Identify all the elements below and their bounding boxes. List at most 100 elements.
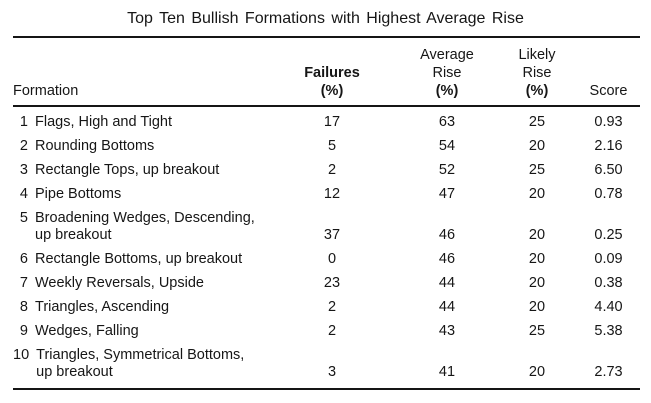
score-cell: 0.78 [594,185,623,202]
average-rise-header-line1: Average [420,47,474,63]
formation-cell: 4 Pipe Bottoms [13,186,267,203]
table-row: 3 Rectangle Tops, up breakout 2 52 25 6.… [13,158,640,182]
formation-cell: 9 Wedges, Falling [13,323,267,340]
table-row: 4 Pipe Bottoms 12 47 20 0.78 [13,182,640,206]
likely-rise-cell: 20 [528,185,546,202]
page-title: Top Ten Bullish Formations with Highest … [127,10,524,27]
table-row: 2 Rounding Bottoms 5 54 20 2.16 [13,134,640,158]
score-cell: 0.09 [594,250,623,267]
table-row: 8 Triangles, Ascending 2 44 20 4.40 [13,295,640,319]
likely-rise-cell: 20 [528,298,546,315]
formation-name: Triangles, Symmetrical Bottoms, up break… [36,347,244,381]
formation-name: Rectangle Bottoms, up breakout [35,251,242,268]
title-rule [13,36,640,38]
score-cell: 0.38 [594,274,623,291]
formation-cell: 8 Triangles, Ascending [13,299,267,316]
row-number: 6 [19,250,28,267]
failures-cell: 23 [323,274,341,291]
formation-name-line1: Flags, High and Tight [35,113,173,130]
failures-cell: 2 [327,322,337,339]
formation-name: Rounding Bottoms [35,138,154,155]
average-rise-cell: 46 [438,226,456,243]
bottom-rule [13,388,640,390]
failures-cell: 12 [323,185,341,202]
row-number: 5 [19,209,28,226]
formation-name: Triangles, Ascending [35,299,169,316]
row-number: 3 [19,161,28,178]
formation-name: Weekly Reversals, Upside [35,275,204,292]
likely-rise-cell: 20 [528,137,546,154]
likely-rise-cell: 20 [528,274,546,291]
table-row: 6 Rectangle Bottoms, up breakout 0 46 20… [13,247,640,271]
score-cell: 6.50 [594,161,623,178]
formation-name-line2: up breakout [35,226,112,243]
row-number: 10 [13,346,30,363]
likely-rise-header-line2: Rise [522,65,552,81]
formation-name-line1: Pipe Bottoms [35,185,122,202]
failures-cell: 3 [327,363,337,380]
score-cell: 5.38 [594,322,623,339]
score-cell: 0.25 [594,226,623,243]
average-rise-header-line2: Rise [432,65,462,81]
failures-header-line2: (%) [320,83,344,99]
table-row: 1 Flags, High and Tight 17 63 25 0.93 [13,110,640,134]
column-header-average-rise: Average Rise (%) [397,46,497,100]
likely-rise-cell: 20 [528,226,546,243]
table-row: 5 Broadening Wedges, Descending, up brea… [13,206,640,247]
failures-cell: 37 [323,226,341,243]
table-row: 10 Triangles, Symmetrical Bottoms, up br… [13,343,640,384]
formation-name-line1: Rounding Bottoms [35,137,155,154]
column-header-likely-rise: Likely Rise (%) [497,46,577,100]
row-number: 2 [19,137,28,154]
failures-cell: 2 [327,161,337,178]
failures-cell: 0 [327,250,337,267]
formation-name-line1: Rectangle Tops, up breakout [35,161,220,178]
failures-cell: 17 [323,113,341,130]
table-row: 9 Wedges, Falling 2 43 25 5.38 [13,319,640,343]
failures-cell: 2 [327,298,337,315]
formation-name-line1: Triangles, Symmetrical Bottoms, [36,346,245,363]
formation-name: Rectangle Tops, up breakout [35,162,219,179]
likely-rise-cell: 20 [528,250,546,267]
column-header-formation: Formation [13,83,79,99]
formation-name-line2: up breakout [36,363,113,380]
formation-name: Flags, High and Tight [35,114,172,131]
row-number: 1 [19,113,28,130]
formation-cell: 5 Broadening Wedges, Descending, up brea… [13,210,267,244]
failures-cell: 5 [327,137,337,154]
likely-rise-cell: 25 [528,322,546,339]
average-rise-cell: 63 [438,113,456,130]
formation-name-line1: Triangles, Ascending [35,298,170,315]
column-header-failures: Failures (%) [267,64,397,100]
likely-rise-header-line1: Likely [518,47,556,63]
failures-header-line1: Failures [304,65,360,81]
formation-name: Pipe Bottoms [35,186,121,203]
formation-cell: 7 Weekly Reversals, Upside [13,275,267,292]
average-rise-cell: 44 [438,274,456,291]
formation-cell: 3 Rectangle Tops, up breakout [13,162,267,179]
row-number: 8 [19,298,28,315]
average-rise-cell: 54 [438,137,456,154]
formation-name: Broadening Wedges, Descending, up breako… [35,210,255,244]
likely-rise-header-line3: (%) [525,83,549,99]
formation-cell: 6 Rectangle Bottoms, up breakout [13,251,267,268]
formation-name-line1: Rectangle Bottoms, up breakout [35,250,243,267]
average-rise-cell: 43 [438,322,456,339]
average-rise-cell: 44 [438,298,456,315]
formation-cell: 1 Flags, High and Tight [13,114,267,131]
average-rise-cell: 52 [438,161,456,178]
formation-name-line1: Broadening Wedges, Descending, [35,209,255,226]
formation-cell: 2 Rounding Bottoms [13,138,267,155]
likely-rise-cell: 20 [528,363,546,380]
score-cell: 2.16 [594,137,623,154]
formation-name-line1: Wedges, Falling [35,322,139,339]
column-header-score: Score [589,83,628,99]
average-rise-cell: 46 [438,250,456,267]
formation-cell: 10 Triangles, Symmetrical Bottoms, up br… [13,347,267,381]
likely-rise-cell: 25 [528,161,546,178]
table-body: 1 Flags, High and Tight 17 63 25 0.93 2 … [0,107,651,388]
average-rise-cell: 41 [438,363,456,380]
table-header-row: Formation Failures (%) Average Rise (%) … [13,38,640,105]
score-cell: 2.73 [594,363,623,380]
average-rise-cell: 47 [438,185,456,202]
